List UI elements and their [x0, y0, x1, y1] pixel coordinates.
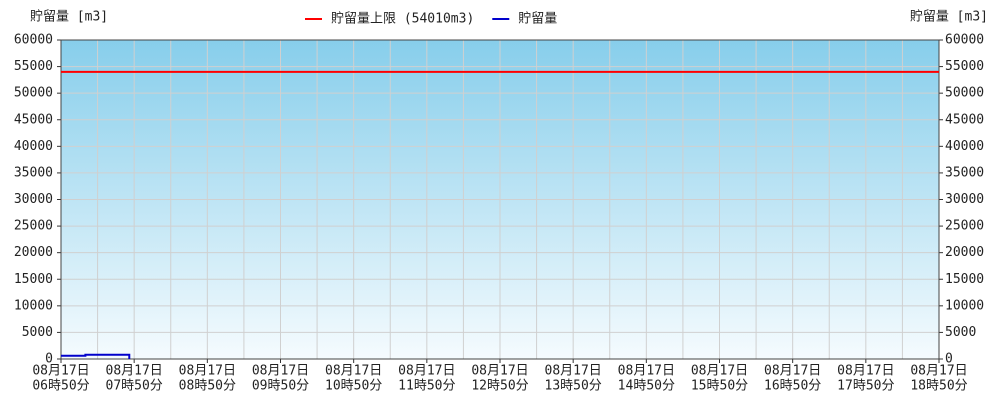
- x-tick-label: 08月17日: [106, 364, 163, 379]
- x-tick-label: 06時50分: [32, 379, 89, 394]
- y-tick-label: 60000: [14, 33, 53, 48]
- x-tick-label: 08月17日: [398, 364, 455, 379]
- y2-tick-label: 20000: [945, 245, 984, 260]
- x-tick-label: 08月17日: [179, 364, 236, 379]
- x-tick-label: 08月17日: [618, 364, 675, 379]
- x-tick-label: 08月17日: [837, 364, 894, 379]
- y2-tick-label: 25000: [945, 219, 984, 234]
- y-tick-label: 15000: [14, 272, 53, 287]
- y-tick-label: 25000: [14, 219, 53, 234]
- x-tick-label: 07時50分: [106, 379, 163, 394]
- x-tick-label: 08月17日: [764, 364, 821, 379]
- y-tick-label: 35000: [14, 165, 53, 180]
- x-tick-label: 12時50分: [471, 379, 528, 394]
- y2-tick-label: 55000: [945, 59, 984, 74]
- y2-tick-label: 10000: [945, 298, 984, 313]
- x-tick-label: 08時50分: [179, 379, 236, 394]
- y2-tick-label: 35000: [945, 165, 984, 180]
- y2-tick-label: 0: [945, 352, 953, 367]
- legend-label: 貯留量: [518, 12, 557, 27]
- y-tick-label: 0: [45, 352, 53, 367]
- x-tick-label: 08月17日: [910, 364, 967, 379]
- y-tick-label: 5000: [22, 325, 53, 340]
- y2-tick-label: 50000: [945, 86, 984, 101]
- y-tick-label: 50000: [14, 86, 53, 101]
- x-tick-label: 08月17日: [32, 364, 89, 379]
- y-tick-label: 20000: [14, 245, 53, 260]
- y2-axis-label: 貯留量 [m3]: [910, 10, 988, 25]
- y-axis-label: 貯留量 [m3]: [30, 10, 108, 25]
- x-tick-label: 16時50分: [764, 379, 821, 394]
- x-tick-label: 08月17日: [325, 364, 382, 379]
- y2-tick-label: 15000: [945, 272, 984, 287]
- x-tick-label: 08月17日: [545, 364, 602, 379]
- x-tick-label: 14時50分: [618, 379, 675, 394]
- y2-tick-label: 60000: [945, 33, 984, 48]
- x-tick-label: 13時50分: [545, 379, 602, 394]
- x-tick-label: 11時50分: [398, 379, 455, 394]
- plot-border: [60, 39, 940, 360]
- y-tick-label: 55000: [14, 59, 53, 74]
- x-tick-label: 08月17日: [691, 364, 748, 379]
- series-line: [61, 353, 131, 359]
- y2-tick-label: 40000: [945, 139, 984, 154]
- x-tick-label: 15時50分: [691, 379, 748, 394]
- x-tick-label: 09時50分: [252, 379, 309, 394]
- x-tick-label: 10時50分: [325, 379, 382, 394]
- y2-tick-label: 30000: [945, 192, 984, 207]
- x-tick-label: 17時50分: [837, 379, 894, 394]
- y2-tick-label: 45000: [945, 112, 984, 127]
- x-tick-label: 08月17日: [471, 364, 528, 379]
- y-tick-label: 40000: [14, 139, 53, 154]
- y-tick-label: 30000: [14, 192, 53, 207]
- legend-label: 貯留量上限 (54010m3): [331, 12, 474, 27]
- y-tick-label: 45000: [14, 112, 53, 127]
- legend: 貯留量上限 (54010m3) 貯留量: [305, 12, 557, 27]
- x-tick-label: 08月17日: [252, 364, 309, 379]
- y2-tick-label: 5000: [945, 325, 976, 340]
- y-tick-label: 10000: [14, 298, 53, 313]
- x-tick-label: 18時50分: [910, 379, 967, 394]
